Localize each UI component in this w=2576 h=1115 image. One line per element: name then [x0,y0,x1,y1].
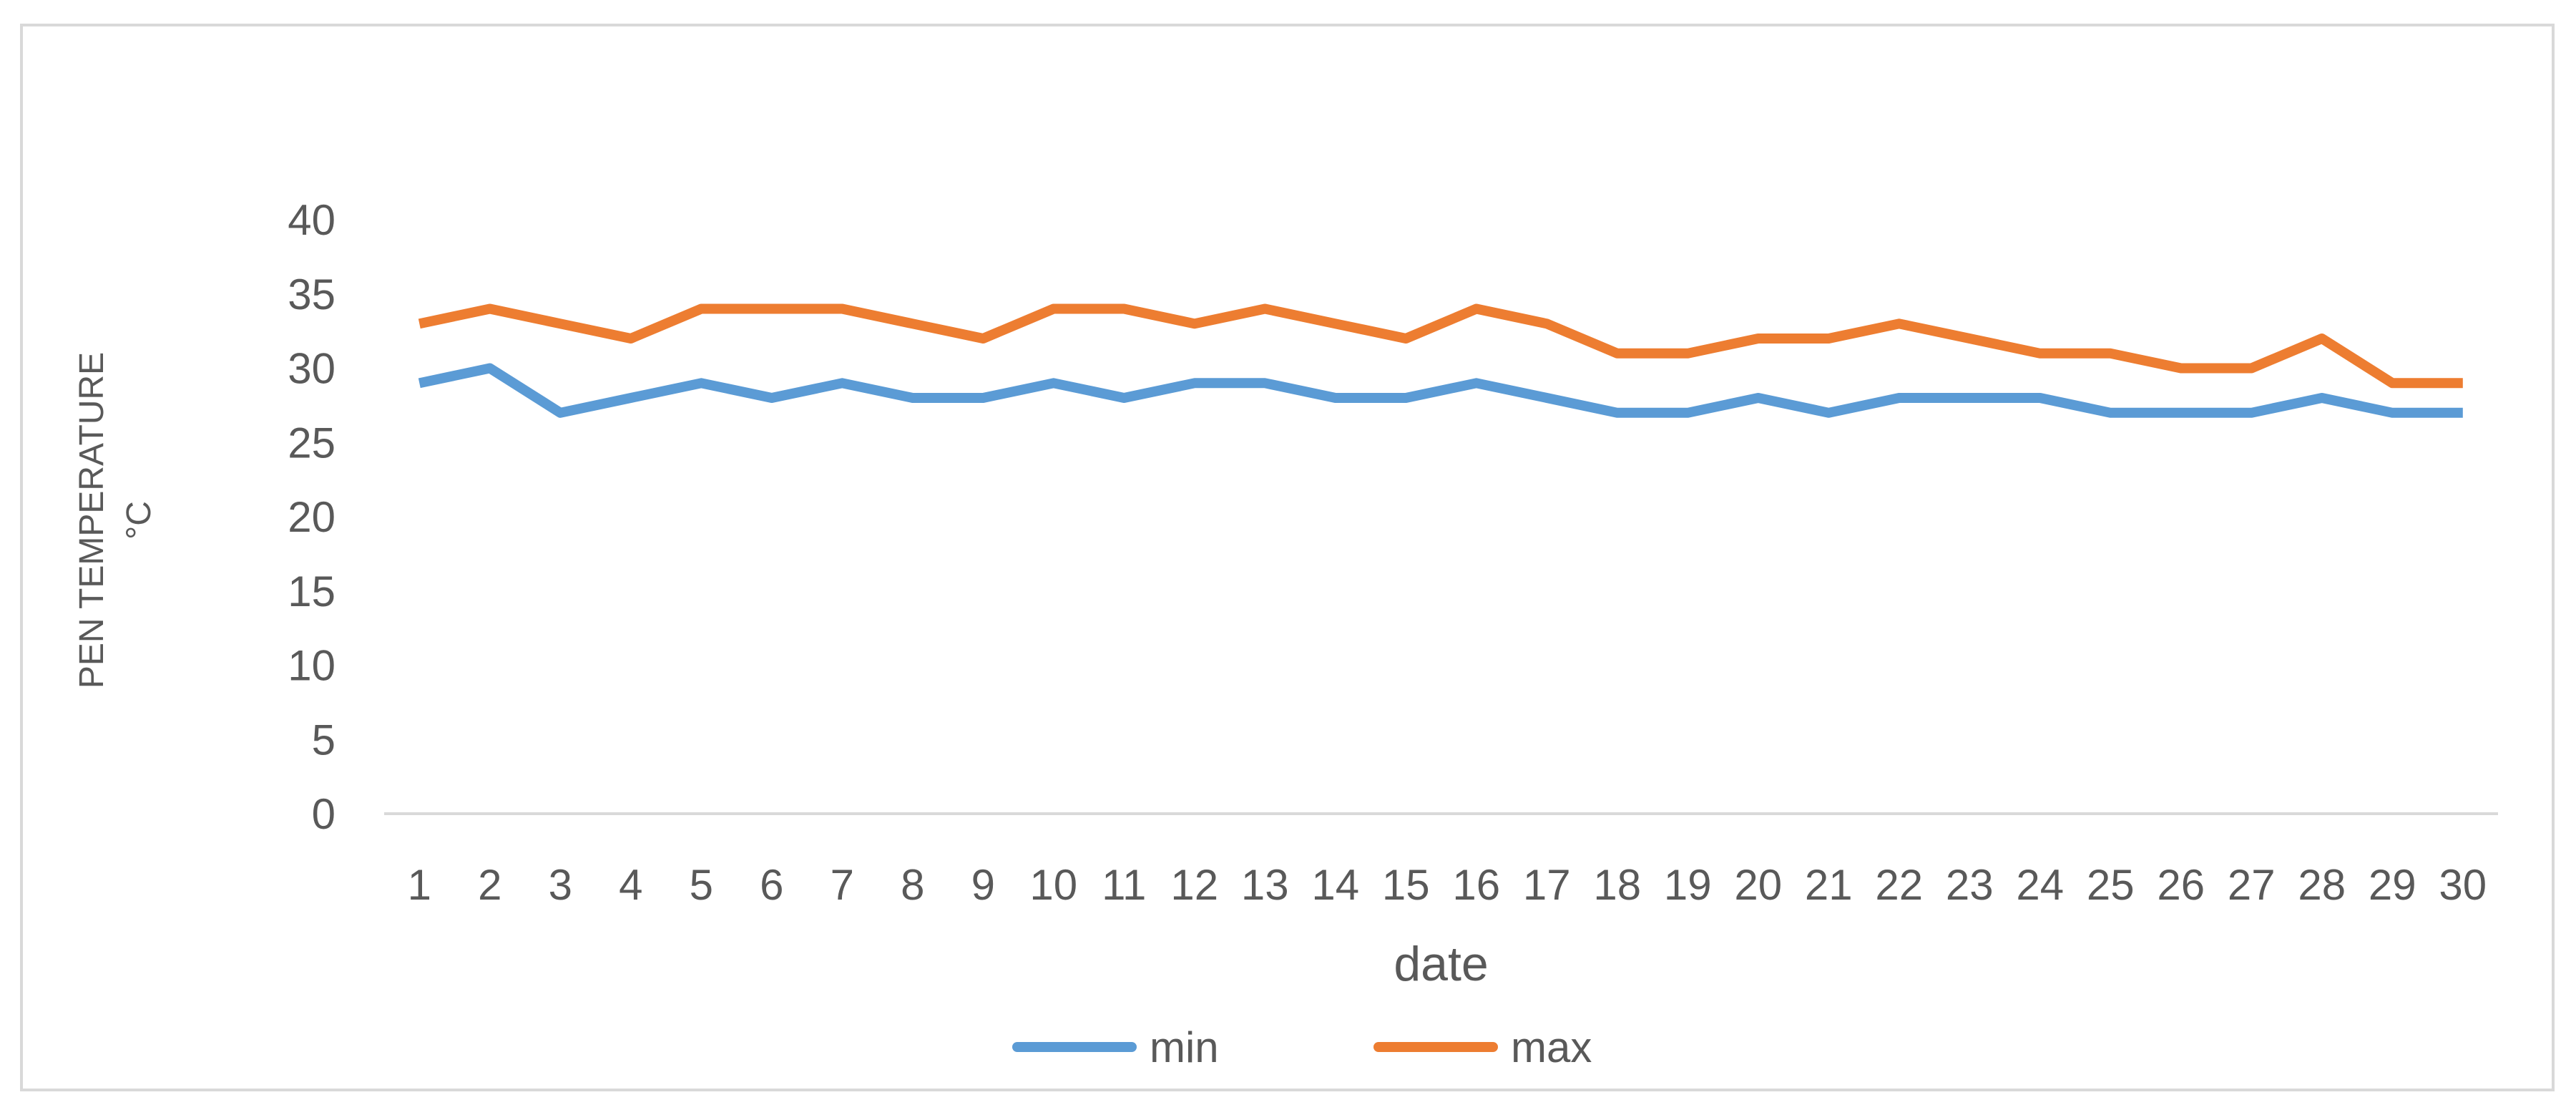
x-tick-label: 24 [2016,861,2064,909]
x-tick-label: 10 [1029,861,1077,909]
series-line-max [418,303,2463,389]
x-tick-label: 7 [831,861,854,909]
y-tick-label: 20 [288,493,336,541]
x-tick-label: 6 [760,861,783,909]
y-tick-label: 35 [288,271,336,318]
x-tick-label: 28 [2298,861,2346,909]
x-tick-label: 13 [1241,861,1289,909]
legend: min max [1012,1023,1592,1071]
y-axis-label-line-1: PEN TEMPERATURE [73,352,111,688]
x-tick-label: 11 [1102,861,1146,909]
legend-label-max: max [1511,1023,1592,1071]
x-tick-label: 20 [1734,861,1782,909]
series-line-min [418,363,2463,418]
y-tick-label: 15 [288,568,336,615]
x-tick-label: 3 [549,861,572,909]
series-lines [418,303,2463,418]
y-tick-label: 30 [288,345,336,393]
legend-label-min: min [1150,1023,1219,1071]
x-tick-label: 23 [1946,861,1994,909]
y-tick-label: 5 [312,716,336,764]
x-axis-label: date [1394,937,1488,991]
x-tick-label: 15 [1382,861,1430,909]
x-tick-label: 29 [2369,861,2416,909]
x-tick-label: 1 [408,861,431,909]
y-axis-label: PEN TEMPERATURE °C [73,352,158,688]
x-tick-label: 14 [1311,861,1359,909]
x-tick-label: 22 [1875,861,1923,909]
x-axis-ticks: 1 2 3 4 5 6 7 8 9 10 11 12 13 14 15 16 17 18 19 20 21 22 23 24 2… [408,861,2487,909]
x-tick-label: 4 [619,861,642,909]
y-axis-ticks: 0 5 10 15 20 25 30 35 40 [288,196,336,838]
x-tick-label: 30 [2439,861,2487,909]
x-tick-label: 19 [1664,861,1712,909]
y-axis-label-line-2: °C [120,501,158,540]
y-tick-label: 10 [288,642,336,690]
x-tick-label: 12 [1170,861,1218,909]
x-tick-label: 26 [2157,861,2205,909]
x-tick-label: 2 [478,861,501,909]
y-tick-label: 40 [288,196,336,244]
x-tick-label: 27 [2228,861,2276,909]
x-tick-label: 25 [2087,861,2135,909]
x-tick-label: 5 [690,861,713,909]
y-tick-label: 25 [288,419,336,467]
x-tick-label: 16 [1452,861,1500,909]
x-tick-label: 18 [1593,861,1641,909]
x-tick-label: 9 [971,861,995,909]
y-tick-label: 0 [312,790,336,838]
x-tick-label: 17 [1523,861,1571,909]
x-tick-label: 21 [1805,861,1853,909]
x-tick-label: 8 [901,861,924,909]
chart-frame: 0 5 10 15 20 25 30 35 40 1 2 3 4 5 6 7 8 9 10 11 12 13 14 15 16… [20,24,2555,1091]
